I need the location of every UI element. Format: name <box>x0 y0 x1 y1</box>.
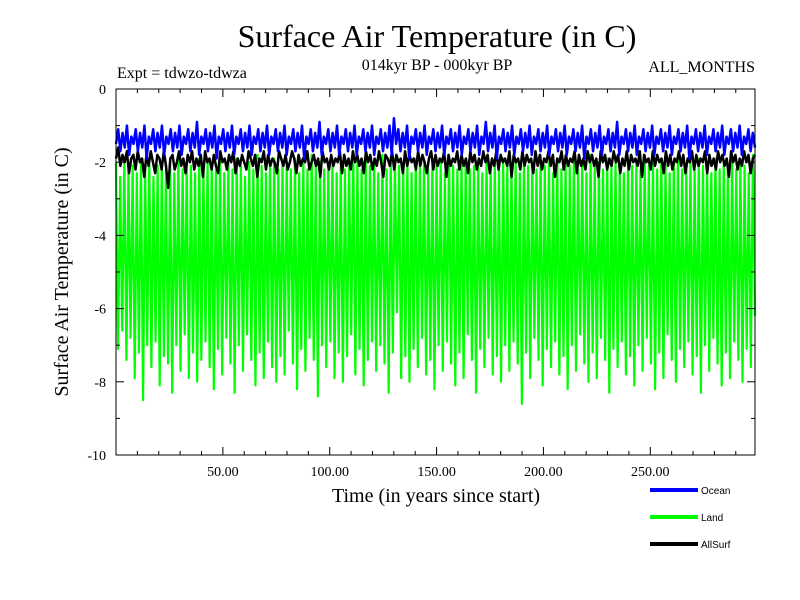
x-axis-label: Time (in years since start) <box>332 485 540 507</box>
months-label: ALL_MONTHS <box>648 59 755 76</box>
y-tick-label: 0 <box>99 83 106 98</box>
x-tick-label: 150.00 <box>417 465 456 480</box>
chart-title: Surface Air Temperature (in C) <box>238 18 637 54</box>
series-line-land <box>114 150 757 405</box>
y-tick-label: -2 <box>94 156 106 171</box>
y-axis-label: Surface Air Temperature (in C) <box>51 147 73 396</box>
series-line-ocean <box>114 117 757 160</box>
y-tick-label: -6 <box>94 303 106 318</box>
x-tick-label: 200.00 <box>524 465 563 480</box>
y-tick-label: -8 <box>94 376 106 391</box>
plot-frame <box>115 88 756 456</box>
legend-label-ocean: Ocean <box>701 486 730 497</box>
legend: Ocean Land AllSurf <box>650 486 731 551</box>
legend-label-land: Land <box>701 513 723 524</box>
expt-label: Expt = tdwzo-tdwza <box>117 65 247 82</box>
axis-ticks-group: 0 -2 -4 -6 -8 -10 50.00 100.00 150.00 200.00 250.0… <box>87 83 755 480</box>
legend-label-allsurf: AllSurf <box>701 540 731 551</box>
x-tick-label: 100.00 <box>310 465 349 480</box>
plot-series-group <box>114 117 757 405</box>
chart-subtitle: 014kyr BP - 000kyr BP <box>362 57 513 74</box>
y-tick-label: -4 <box>94 229 106 244</box>
y-tick-label: -10 <box>87 449 106 464</box>
x-tick-label: 250.00 <box>631 465 670 480</box>
series-line-allsurf <box>114 146 757 190</box>
x-tick-label: 50.00 <box>207 465 239 480</box>
